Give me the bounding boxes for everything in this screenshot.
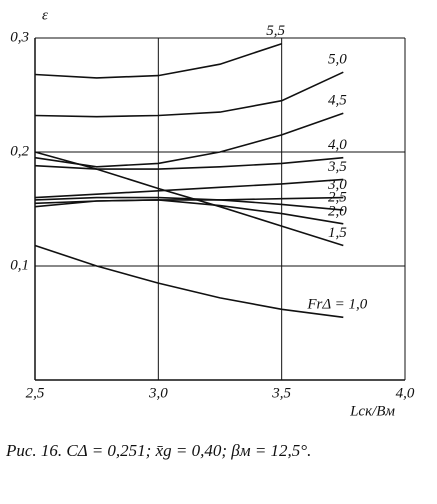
x-axis-label: Lск/Bм xyxy=(349,403,395,419)
curve xyxy=(34,244,344,319)
curve xyxy=(34,112,344,168)
curve xyxy=(34,199,344,225)
curve-label: 1,5 xyxy=(328,225,347,241)
curve-label: 5,0 xyxy=(328,52,347,68)
curve-label: 2,0 xyxy=(328,203,347,219)
curve-label: 4,0 xyxy=(328,137,347,153)
curve-label: 4,5 xyxy=(328,93,347,109)
curve xyxy=(34,156,344,170)
curve xyxy=(34,178,344,199)
curve-label: FrΔ = 1,0 xyxy=(306,297,367,313)
y-tick-label: 0,2 xyxy=(10,143,29,159)
y-tick-label: 0,3 xyxy=(10,29,29,45)
curve xyxy=(34,196,344,211)
curve-label: 2,5 xyxy=(328,190,347,206)
y-axis-label: ε xyxy=(42,7,48,23)
x-tick-label: 4,0 xyxy=(396,385,415,401)
curve-label: 3,5 xyxy=(327,159,347,175)
x-tick-label: 2,5 xyxy=(26,385,45,401)
y-tick-label: 0,1 xyxy=(10,257,29,273)
curve xyxy=(34,71,344,118)
curve-label: 3,0 xyxy=(327,177,347,193)
x-tick-label: 3,5 xyxy=(271,385,291,401)
x-tick-label: 3,0 xyxy=(148,385,168,401)
caption: Рис. 16. CΔ = 0,251; x̄g = 0,40; βм = 12… xyxy=(5,441,311,460)
curve xyxy=(34,151,344,247)
curve xyxy=(34,42,282,79)
curve-label: 5,5 xyxy=(266,23,285,39)
